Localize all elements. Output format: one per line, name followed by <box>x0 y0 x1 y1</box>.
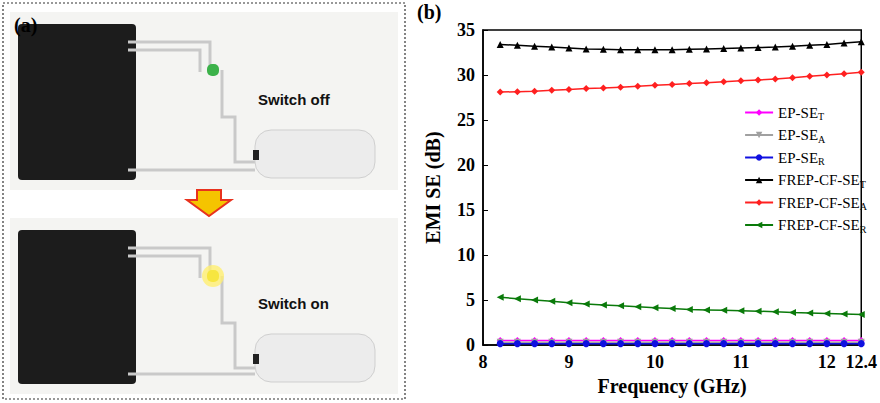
svg-text:A: A <box>860 201 868 212</box>
svg-text:15: 15 <box>457 200 475 220</box>
svg-text:EP-SE: EP-SE <box>778 105 818 121</box>
svg-text:FREP-CF-SE: FREP-CF-SE <box>778 172 860 188</box>
svg-text:11: 11 <box>732 352 749 372</box>
svg-text:FREP-CF-SE: FREP-CF-SE <box>778 217 860 233</box>
svg-text:A: A <box>818 134 826 145</box>
svg-text:8: 8 <box>479 352 488 372</box>
svg-text:T: T <box>860 179 866 190</box>
svg-text:0: 0 <box>466 335 475 355</box>
svg-text:9: 9 <box>564 352 573 372</box>
svg-text:(b): (b) <box>417 1 441 24</box>
svg-text:Frequency (GHz): Frequency (GHz) <box>598 375 747 398</box>
svg-text:R: R <box>860 224 867 235</box>
svg-text:12.4: 12.4 <box>846 352 878 372</box>
svg-text:(a): (a) <box>14 14 37 37</box>
svg-text:EMI SE (dB): EMI SE (dB) <box>422 131 445 243</box>
svg-text:25: 25 <box>457 110 475 130</box>
svg-text:EP-SE: EP-SE <box>778 150 818 166</box>
svg-text:10: 10 <box>646 352 664 372</box>
svg-text:35: 35 <box>457 20 475 40</box>
svg-text:T: T <box>818 111 824 122</box>
svg-text:20: 20 <box>457 155 475 175</box>
svg-text:10: 10 <box>457 245 475 265</box>
svg-text:Switch on: Switch on <box>258 295 329 312</box>
svg-text:EP-SE: EP-SE <box>778 127 818 143</box>
svg-text:Switch off: Switch off <box>258 91 331 108</box>
svg-text:12: 12 <box>818 352 836 372</box>
svg-text:R: R <box>818 156 825 167</box>
svg-text:FREP-CF-SE: FREP-CF-SE <box>778 195 860 211</box>
svg-text:5: 5 <box>466 290 475 310</box>
svg-text:30: 30 <box>457 65 475 85</box>
